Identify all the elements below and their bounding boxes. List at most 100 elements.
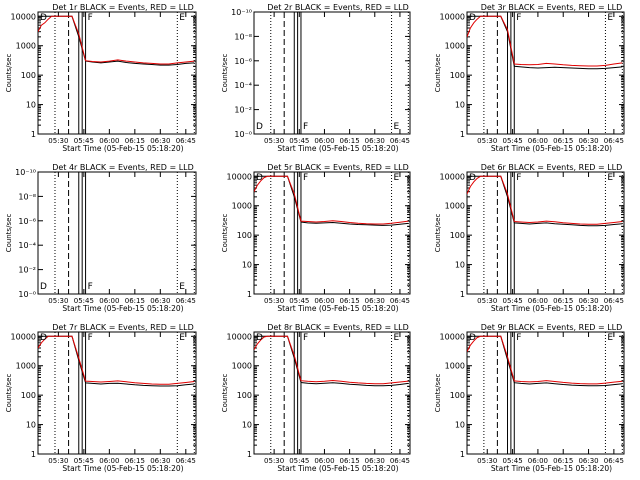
- event-letter-label: D: [469, 333, 476, 343]
- x-tick-label: 06:00: [528, 457, 548, 465]
- y-tick-label: 1000: [445, 42, 465, 51]
- event-letter-label: D: [40, 13, 47, 23]
- y-tick-label: 1000: [445, 362, 465, 371]
- x-tick-label: 06:15: [340, 457, 360, 465]
- y-tick-label: 100: [450, 71, 465, 80]
- panel-det-5r: 1 10 100 1000 10000 05:30 05:45 06:00 06:15 06:30…: [221, 163, 411, 313]
- x-axis-label: Start Time (05-Feb-15 05:18:20): [277, 144, 398, 153]
- x-tick-label: 05:45: [289, 457, 309, 465]
- y-tick-label: 10000: [227, 172, 252, 181]
- x-tick-label: 05:30: [264, 457, 284, 465]
- events-series-line: [254, 335, 409, 387]
- events-series-line: [38, 15, 195, 66]
- x-tick-label: 06:30: [365, 137, 385, 145]
- x-tick-label: 05:45: [502, 137, 522, 145]
- x-tick-label: 05:45: [502, 297, 522, 305]
- x-axis-label: Start Time (05-Feb-15 05:18:20): [277, 464, 398, 473]
- event-letter-label: F: [516, 333, 521, 343]
- lld-series-line: [254, 335, 409, 385]
- x-tick-label: 06:15: [340, 297, 360, 305]
- panel-det-3r: 1 10 100 1000 10000 05:30 05:45 06:00 06:15 06:30…: [434, 3, 625, 153]
- plot-frame: [37, 11, 197, 135]
- plot-frame: [466, 171, 625, 295]
- event-letter-label: F: [303, 173, 308, 183]
- y-tick-label: 1000: [232, 202, 252, 211]
- x-tick-label: 05:30: [264, 137, 284, 145]
- x-tick-label: 06:45: [176, 137, 196, 145]
- y-axis-label: Counts/sec: [5, 214, 13, 253]
- event-letter-label: F: [303, 122, 308, 132]
- x-tick-label: 05:45: [74, 297, 94, 305]
- x-tick-label: 06:30: [578, 457, 598, 465]
- x-tick-label: 05:30: [48, 297, 68, 305]
- x-axis-label: Start Time (05-Feb-15 05:18:20): [277, 304, 398, 313]
- y-tick-label: 100: [450, 231, 465, 240]
- x-tick-label: 06:45: [604, 457, 624, 465]
- panel-title: Det 2r BLACK = Events, RED = LLD: [267, 3, 409, 12]
- events-series-line: [467, 15, 623, 70]
- panel-title: Det 1r BLACK = Events, RED = LLD: [52, 3, 194, 12]
- panel-title: Det 3r BLACK = Events, RED = LLD: [481, 3, 623, 12]
- y-tick-label: 10⁻¹⁰: [231, 8, 252, 17]
- x-axis-label: Start Time (05-Feb-15 05:18:20): [491, 304, 612, 313]
- y-tick-label: 10⁻⁸: [234, 32, 252, 41]
- y-axis-label: Counts/sec: [434, 54, 442, 93]
- event-letter-label: E: [179, 13, 185, 23]
- event-letter-label: D: [256, 122, 263, 132]
- x-tick-label: 06:00: [99, 297, 119, 305]
- y-axis-label: Counts/sec: [5, 54, 13, 93]
- y-tick-label: 10⁻²: [18, 266, 36, 275]
- x-tick-label: 06:45: [390, 137, 410, 145]
- events-series-line: [38, 335, 195, 387]
- y-axis-label: Counts/sec: [434, 374, 442, 413]
- event-letter-label: E: [394, 333, 400, 343]
- event-letter-label: D: [256, 333, 263, 343]
- y-tick-label: 1: [460, 450, 465, 459]
- x-tick-label: 06:00: [314, 137, 334, 145]
- x-tick-label: 06:15: [553, 297, 573, 305]
- event-letter-label: F: [88, 13, 93, 23]
- y-axis-label: Counts/sec: [5, 374, 13, 413]
- plot-frame: [37, 331, 197, 455]
- x-tick-label: 06:00: [99, 457, 119, 465]
- x-tick-label: 06:30: [365, 297, 385, 305]
- x-tick-label: 05:45: [289, 137, 309, 145]
- x-tick-label: 06:45: [390, 457, 410, 465]
- y-tick-label: 10⁻⁸: [18, 192, 36, 201]
- y-tick-label: 10000: [11, 332, 36, 341]
- event-letter-label: E: [179, 282, 185, 292]
- lld-series-line: [38, 15, 195, 65]
- y-tick-label: 1: [460, 290, 465, 299]
- y-axis-label: Counts/sec: [221, 54, 229, 93]
- x-tick-label: 05:30: [477, 137, 497, 145]
- x-tick-label: 06:15: [553, 457, 573, 465]
- y-tick-label: 10⁻²: [234, 106, 252, 115]
- x-tick-label: 06:45: [390, 297, 410, 305]
- y-tick-label: 1: [31, 130, 36, 139]
- y-tick-label: 10⁻⁴: [18, 241, 36, 250]
- x-tick-label: 06:45: [176, 297, 196, 305]
- plot-frame: [253, 331, 411, 455]
- y-tick-label: 1000: [232, 362, 252, 371]
- plot-frame: [466, 11, 625, 135]
- event-letter-label: D: [469, 13, 476, 23]
- y-tick-label: 10: [455, 421, 465, 430]
- plot-frame: [253, 171, 411, 295]
- y-tick-label: 10000: [11, 12, 36, 21]
- event-letter-label: E: [394, 122, 400, 132]
- panel-det-6r: 1 10 100 1000 10000 05:30 05:45 06:00 06:15 06:30…: [434, 163, 625, 313]
- y-tick-label: 10000: [227, 332, 252, 341]
- lld-series-line: [38, 335, 195, 385]
- y-tick-label: 10⁻⁶: [234, 57, 252, 66]
- x-tick-label: 06:30: [150, 457, 170, 465]
- x-tick-label: 06:15: [125, 137, 145, 145]
- event-letter-label: F: [516, 13, 521, 23]
- y-tick-label: 10⁻¹⁰: [15, 168, 36, 177]
- events-series-line: [254, 175, 409, 226]
- x-tick-label: 05:45: [289, 297, 309, 305]
- panel-title: Det 7r BLACK = Events, RED = LLD: [52, 323, 194, 332]
- y-tick-label: 1: [247, 290, 252, 299]
- x-axis-label: Start Time (05-Feb-15 05:18:20): [62, 144, 183, 153]
- plot-frame: [466, 331, 625, 455]
- y-tick-label: 10: [242, 261, 252, 270]
